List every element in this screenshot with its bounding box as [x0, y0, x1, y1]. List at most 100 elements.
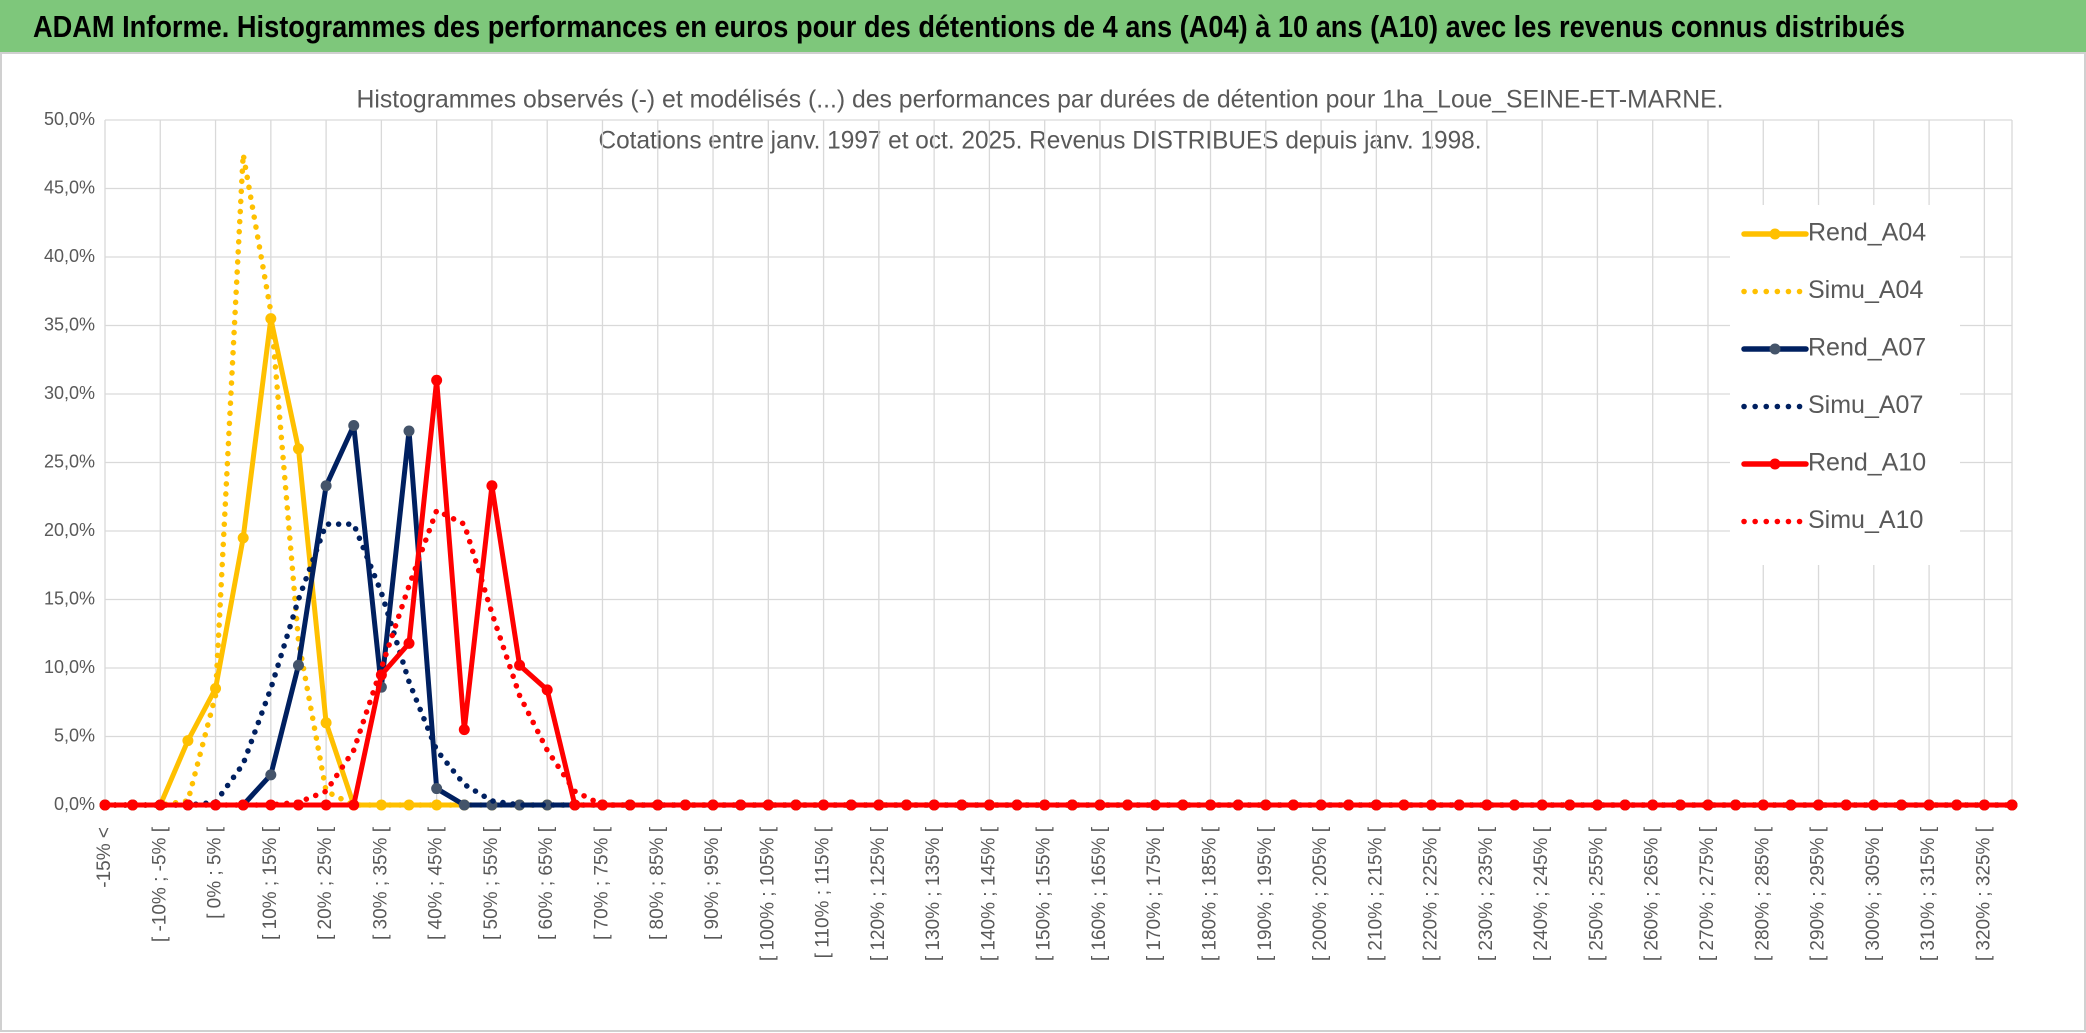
data-point	[403, 425, 415, 437]
x-tick-label: [ 300% ; 305% [	[1863, 826, 1884, 961]
data-point	[1481, 799, 1493, 811]
data-point	[237, 532, 249, 544]
data-point	[458, 799, 470, 811]
data-point	[431, 799, 443, 811]
y-tick-label: 40,0%	[44, 246, 95, 266]
data-point	[956, 799, 968, 811]
data-point	[541, 684, 553, 696]
legend-label: Simu_A10	[1808, 506, 1923, 534]
data-point	[1177, 799, 1189, 811]
data-point	[431, 783, 443, 795]
x-tick-label: [ 160% ; 165% [	[1089, 826, 1110, 961]
banner-title: ADAM Informe. Histogrammes des performan…	[33, 9, 1905, 44]
x-tick-label: [ 20% ; 25% [	[315, 826, 336, 940]
x-tick-label: [ -10% ; -5% [	[149, 826, 170, 942]
x-tick-label: [ 230% ; 235% [	[1476, 826, 1497, 961]
x-tick-label: [ 200% ; 205% [	[1310, 826, 1331, 961]
data-point	[1591, 799, 1603, 811]
data-point	[403, 637, 415, 649]
y-tick-label: 25,0%	[44, 451, 95, 471]
data-point	[1287, 799, 1299, 811]
data-point	[458, 724, 470, 736]
data-point	[1066, 799, 1078, 811]
y-tick-label: 35,0%	[44, 314, 95, 334]
data-point	[983, 799, 995, 811]
x-tick-label: -15% <	[94, 827, 115, 888]
data-point	[320, 480, 332, 492]
data-point	[1785, 799, 1797, 811]
x-tick-label: [ 70% ; 75% [	[591, 826, 612, 940]
y-tick-label: 20,0%	[44, 520, 95, 540]
data-point	[652, 799, 664, 811]
data-point	[1398, 799, 1410, 811]
x-tick-label: [ 310% ; 315% [	[1918, 826, 1939, 961]
data-point	[486, 480, 498, 492]
y-tick-label: 0,0%	[54, 794, 95, 814]
legend-label: Rend_A10	[1808, 449, 1926, 477]
chart-subtitle: Cotations entre janv. 1997 et oct. 2025.…	[599, 127, 1482, 155]
y-tick-label: 10,0%	[44, 657, 95, 677]
data-point	[292, 659, 304, 671]
chart-title: Histogrammes observés (-) et modélisés (…	[357, 86, 1724, 114]
y-tick-label: 50,0%	[44, 109, 95, 129]
data-point	[154, 799, 166, 811]
data-point	[541, 799, 553, 811]
x-tick-label: [ 170% ; 175% [	[1144, 826, 1165, 961]
data-point	[569, 799, 581, 811]
x-tick-label: [ 320% ; 325% [	[1973, 826, 1994, 961]
data-point	[265, 799, 277, 811]
x-tick-label: [ 190% ; 195% [	[1255, 826, 1276, 961]
x-tick-label: [ 270% ; 275% [	[1697, 826, 1718, 961]
x-tick-label: [ 110% ; 115% [	[813, 826, 834, 958]
x-tick-label: [ 130% ; 135% [	[923, 826, 944, 961]
x-tick-label: [ 290% ; 295% [	[1808, 826, 1829, 961]
chart-frame	[0, 52, 2086, 1032]
x-tick-label: [ 150% ; 155% [	[1034, 826, 1055, 961]
data-point	[845, 799, 857, 811]
x-tick-label: [ 250% ; 255% [	[1586, 826, 1607, 961]
data-point	[514, 799, 526, 811]
y-tick-label: 30,0%	[44, 383, 95, 403]
x-tick-label: [ 260% ; 265% [	[1642, 826, 1663, 961]
y-tick-label: 5,0%	[54, 725, 95, 745]
legend-label: Rend_A07	[1808, 334, 1926, 362]
series-line	[102, 507, 2015, 808]
x-tick-label: [ 60% ; 65% [	[536, 826, 557, 940]
x-tick-label: [ 210% ; 215% [	[1365, 826, 1386, 961]
x-tick-label: [ 140% ; 145% [	[978, 826, 999, 961]
data-point	[1619, 799, 1631, 811]
x-tick-label: [ 120% ; 125% [	[868, 826, 889, 961]
legend-marker	[1769, 228, 1781, 240]
data-point	[348, 420, 360, 432]
legend-label: Simu_A04	[1808, 276, 1923, 304]
x-tick-label: [ 100% ; 105% [	[757, 826, 778, 961]
data-point	[514, 659, 526, 671]
x-tick-label: [ 10% ; 15% [	[260, 826, 281, 940]
data-point	[1702, 799, 1714, 811]
data-point	[292, 443, 304, 455]
x-tick-label: [ 90% ; 95% [	[702, 826, 723, 940]
x-tick-label: [ 220% ; 225% [	[1421, 826, 1442, 961]
legend-box	[1730, 205, 1960, 565]
banner	[0, 0, 2086, 53]
x-tick-label: [ 240% ; 245% [	[1531, 826, 1552, 961]
legend-marker	[1769, 458, 1781, 470]
data-point	[1260, 799, 1272, 811]
data-point	[237, 799, 249, 811]
data-point	[1370, 799, 1382, 811]
data-point	[1813, 799, 1825, 811]
x-tick-label: [ 0% ; 5% [	[205, 826, 226, 919]
data-point	[1094, 799, 1106, 811]
data-point	[431, 374, 443, 386]
legend-label: Simu_A07	[1808, 391, 1923, 419]
y-tick-label: 15,0%	[44, 588, 95, 608]
data-point	[1895, 799, 1907, 811]
x-tick-label: [ 50% ; 55% [	[481, 826, 502, 940]
x-tick-label: [ 30% ; 35% [	[370, 826, 391, 940]
legend-label: Rend_A04	[1808, 219, 1926, 247]
y-tick-label: 45,0%	[44, 177, 95, 197]
data-point	[265, 769, 277, 781]
x-tick-label: [ 280% ; 285% [	[1752, 826, 1773, 961]
data-point	[348, 799, 360, 811]
